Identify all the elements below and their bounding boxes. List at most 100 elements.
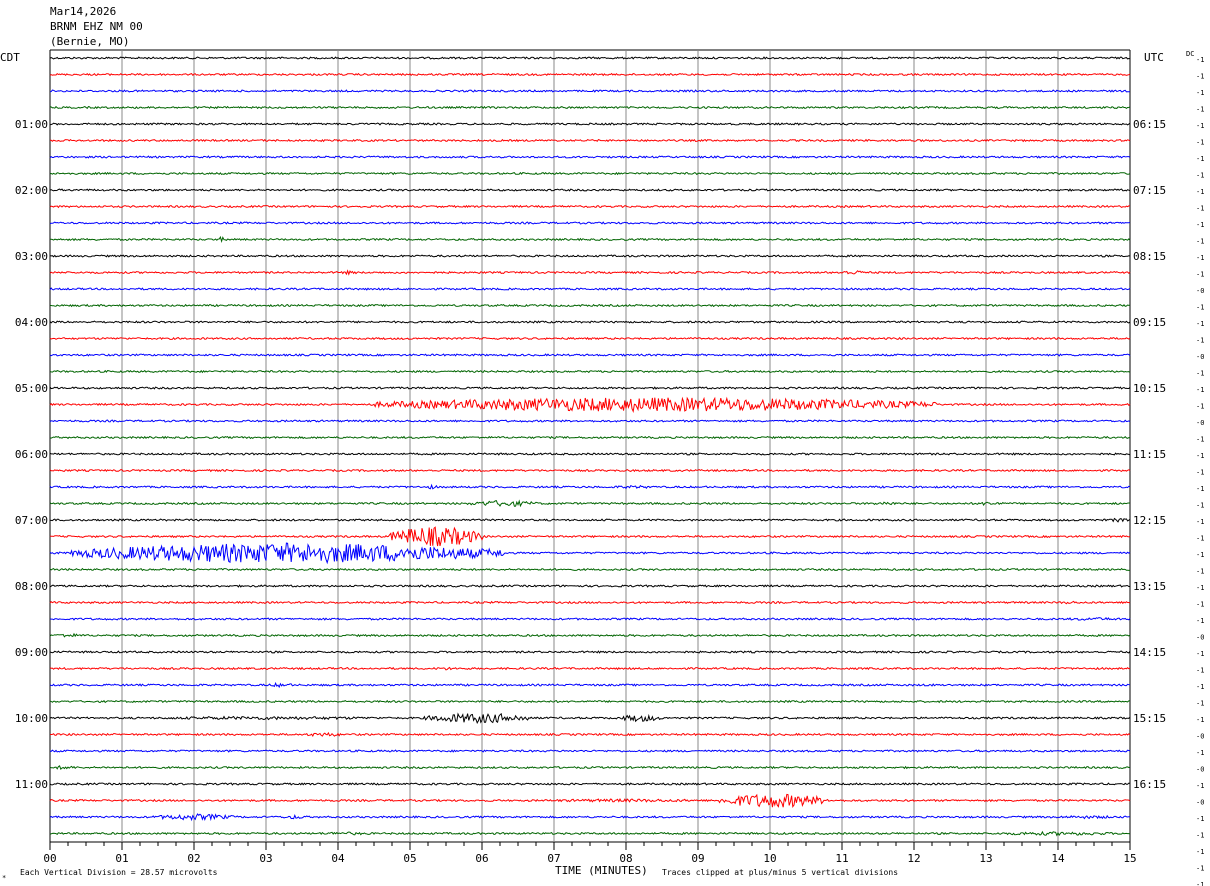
x-tick-label: 04: [331, 852, 345, 865]
trace-line: [50, 731, 1131, 738]
trace-line: [49, 699, 1131, 704]
clipping-note: Traces clipped at plus/minus 5 vertical …: [662, 868, 898, 877]
x-axis-title: TIME (MINUTES): [555, 864, 648, 877]
seismic-traces: [49, 56, 1131, 837]
trace-line: [49, 204, 1131, 209]
trace-line: [49, 499, 1130, 508]
trace-line: [49, 269, 1131, 276]
right-hour-label: 07:15: [1133, 184, 1166, 197]
trace-line: [49, 287, 1131, 291]
trace-line: [49, 386, 1131, 390]
dc-offset-value: -1: [1196, 667, 1204, 675]
dc-offset-value: -1: [1196, 370, 1204, 378]
trace-line: [49, 584, 1130, 588]
chart-labels: CDT UTC DC TIME (MINUTES) Each Vertical …: [0, 50, 1204, 886]
x-tick-label: 05: [403, 852, 416, 865]
trace-line: [49, 188, 1131, 192]
left-hour-label: 06:00: [15, 448, 48, 461]
x-tick-label: 03: [259, 852, 272, 865]
dc-offset-value: -1: [1196, 386, 1204, 394]
x-tick-label: 12: [907, 852, 920, 865]
dc-offset-value: -1: [1196, 617, 1204, 625]
trace-line: [49, 567, 1131, 572]
dc-offset-value: -1: [1196, 452, 1204, 460]
dc-offset-value: -1: [1196, 172, 1204, 180]
trace-line: [49, 89, 1131, 93]
trace-line: [49, 542, 1131, 565]
right-hour-label: 16:15: [1133, 778, 1166, 791]
right-hour-label: 10:15: [1133, 382, 1166, 395]
trace-line: [49, 171, 1131, 176]
x-tick-label: 14: [1051, 852, 1065, 865]
trace-line: [49, 105, 1131, 110]
dc-offset-value: -1: [1196, 815, 1204, 823]
dc-offset-value: -0: [1196, 634, 1204, 642]
dc-offset-value: -1: [1196, 238, 1204, 246]
trace-line: [49, 749, 1131, 753]
dc-offset-value: -1: [1196, 551, 1204, 559]
trace-line: [49, 369, 1131, 374]
dc-offset-value: -1: [1196, 683, 1204, 691]
trace-line: [49, 155, 1131, 159]
left-hour-label: 10:00: [15, 712, 48, 725]
dc-offset-value: -1: [1196, 782, 1204, 790]
left-hour-label: 02:00: [15, 184, 48, 197]
dc-offset-value: -1: [1196, 122, 1204, 130]
dc-offset-value: -0: [1196, 733, 1204, 741]
trace-line: [49, 712, 1131, 724]
trace-line: [49, 353, 1131, 357]
left-hour-label: 05:00: [15, 382, 48, 395]
right-hour-label: 06:15: [1133, 118, 1166, 131]
trace-line: [49, 813, 1131, 822]
right-hour-label: 13:15: [1133, 580, 1166, 593]
x-tick-label: 02: [187, 852, 200, 865]
dc-offset-value: -0: [1196, 287, 1204, 295]
x-tick-label: 00: [43, 852, 56, 865]
trace-line: [49, 765, 1131, 770]
dc-offset-value: -1: [1196, 304, 1204, 312]
trace-line: [49, 452, 1131, 456]
trace-line: [49, 254, 1131, 258]
left-hour-label: 01:00: [15, 118, 48, 131]
x-tick-label: 08: [619, 852, 632, 865]
trace-line: [49, 666, 1131, 671]
dc-offset-header: DC: [1186, 50, 1194, 58]
minute-grid: [49, 49, 1131, 850]
dc-offset-value: -1: [1196, 848, 1204, 856]
left-timezone-label: CDT: [0, 51, 20, 64]
dc-offset-value: -1: [1196, 865, 1204, 873]
dc-offset-value: -1: [1196, 700, 1204, 708]
dc-offset-value: -1: [1196, 749, 1204, 757]
dc-offset-value: -1: [1196, 832, 1204, 840]
x-tick-label: 11: [835, 852, 848, 865]
left-hour-label: 04:00: [15, 316, 48, 329]
x-tick-label: 01: [115, 852, 128, 865]
x-tick-label: 13: [979, 852, 992, 865]
dc-offset-value: -1: [1196, 139, 1204, 147]
trace-line: [49, 681, 1131, 689]
dc-offset-value: -1: [1196, 881, 1204, 886]
trace-line: [50, 138, 1131, 143]
left-hour-label: 07:00: [15, 514, 48, 527]
trace-line: [50, 303, 1131, 308]
dc-offset-value: -0: [1196, 419, 1204, 427]
trace-line: [49, 483, 1131, 490]
trace-line: [49, 517, 1131, 523]
dc-offset-value: -1: [1196, 469, 1204, 477]
dc-offset-value: -1: [1196, 716, 1204, 724]
dc-offset-value: -1: [1196, 73, 1204, 81]
trace-line: [49, 793, 1131, 809]
vertical-scale-note: Each Vertical Division = 28.57 microvolt…: [20, 868, 218, 877]
dc-offset-value: -1: [1196, 535, 1204, 543]
station-location: (Bernie, MO): [50, 35, 130, 48]
trace-line: [49, 632, 1131, 638]
trace-line: [49, 782, 1131, 786]
x-tick-label: 15: [1123, 852, 1136, 865]
dc-offset-value: -1: [1196, 584, 1204, 592]
x-tick-label: 07: [547, 852, 560, 865]
trace-line: [49, 320, 1131, 324]
trace-line: [49, 72, 1131, 77]
dc-offset-value: -1: [1196, 320, 1204, 328]
left-hour-label: 03:00: [15, 250, 48, 263]
